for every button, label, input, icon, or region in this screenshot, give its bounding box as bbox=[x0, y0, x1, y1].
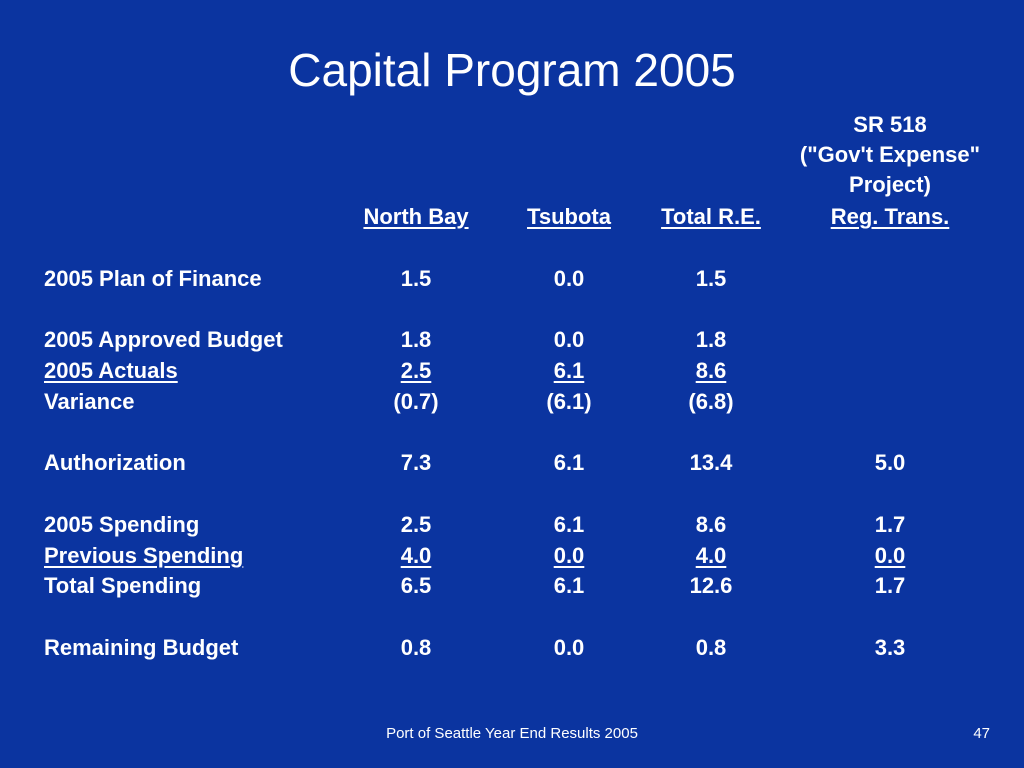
slide-footer: Port of Seattle Year End Results 2005 bbox=[386, 725, 638, 742]
sr518-header-line-3: Project) bbox=[849, 172, 931, 197]
remaining-budget-total-re: 0.8 bbox=[695, 635, 727, 660]
row-label-remaining-budget: Remaining Budget bbox=[44, 635, 239, 660]
spending-2005-north-bay: 2.5 bbox=[400, 512, 432, 537]
row-label-actuals: 2005 Actuals bbox=[44, 358, 178, 383]
authorization-north-bay: 7.3 bbox=[400, 450, 432, 475]
page-number: 47 bbox=[973, 725, 990, 742]
authorization-tsubota: 6.1 bbox=[553, 450, 585, 475]
sr518-header-line-2: ("Gov't Expense" bbox=[799, 142, 981, 167]
row-label-approved-budget: 2005 Approved Budget bbox=[44, 327, 283, 352]
total-spending-reg-trans: 1.7 bbox=[874, 573, 906, 598]
previous-spending-north-bay: 4.0 bbox=[400, 543, 432, 568]
row-label-spending-2005: 2005 Spending bbox=[44, 512, 200, 537]
row-label-previous-spending: Previous Spending bbox=[44, 543, 244, 568]
row-label-variance: Variance bbox=[44, 389, 135, 414]
plan-of-finance-tsubota: 0.0 bbox=[553, 266, 585, 291]
remaining-budget-tsubota: 0.0 bbox=[553, 635, 585, 660]
previous-spending-total-re: 4.0 bbox=[695, 543, 727, 568]
spending-2005-total-re: 8.6 bbox=[695, 512, 727, 537]
plan-of-finance-total-re: 1.5 bbox=[695, 266, 727, 291]
column-header-total-re: Total R.E. bbox=[661, 204, 761, 229]
sr518-column-header: SR 518 ("Gov't Expense" Project) bbox=[780, 110, 1000, 200]
column-header-reg-trans: Reg. Trans. bbox=[830, 204, 950, 229]
slide-title: Capital Program 2005 bbox=[288, 44, 736, 96]
remaining-budget-north-bay: 0.8 bbox=[400, 635, 432, 660]
column-header-north-bay: North Bay bbox=[363, 204, 469, 229]
actuals-total-re: 8.6 bbox=[695, 358, 727, 383]
sr518-header-line-1: SR 518 bbox=[853, 112, 927, 137]
approved-budget-total-re: 1.8 bbox=[695, 327, 727, 352]
column-header-tsubota: Tsubota bbox=[527, 204, 611, 229]
approved-budget-tsubota: 0.0 bbox=[553, 327, 585, 352]
previous-spending-tsubota: 0.0 bbox=[553, 543, 585, 568]
remaining-budget-reg-trans: 3.3 bbox=[874, 635, 906, 660]
row-label-plan-of-finance: 2005 Plan of Finance bbox=[44, 266, 262, 291]
spending-2005-tsubota: 6.1 bbox=[553, 512, 585, 537]
variance-total-re: (6.8) bbox=[688, 389, 734, 414]
row-label-total-spending: Total Spending bbox=[44, 573, 202, 598]
total-spending-tsubota: 6.1 bbox=[553, 573, 585, 598]
previous-spending-reg-trans: 0.0 bbox=[874, 543, 906, 568]
plan-of-finance-north-bay: 1.5 bbox=[400, 266, 432, 291]
actuals-north-bay: 2.5 bbox=[400, 358, 432, 383]
variance-north-bay: (0.7) bbox=[393, 389, 439, 414]
total-spending-total-re: 12.6 bbox=[689, 573, 733, 598]
authorization-total-re: 13.4 bbox=[689, 450, 733, 475]
total-spending-north-bay: 6.5 bbox=[400, 573, 432, 598]
spending-2005-reg-trans: 1.7 bbox=[874, 512, 906, 537]
actuals-tsubota: 6.1 bbox=[553, 358, 585, 383]
authorization-reg-trans: 5.0 bbox=[874, 450, 906, 475]
approved-budget-north-bay: 1.8 bbox=[400, 327, 432, 352]
row-label-authorization: Authorization bbox=[44, 450, 186, 475]
variance-tsubota: (6.1) bbox=[546, 389, 592, 414]
